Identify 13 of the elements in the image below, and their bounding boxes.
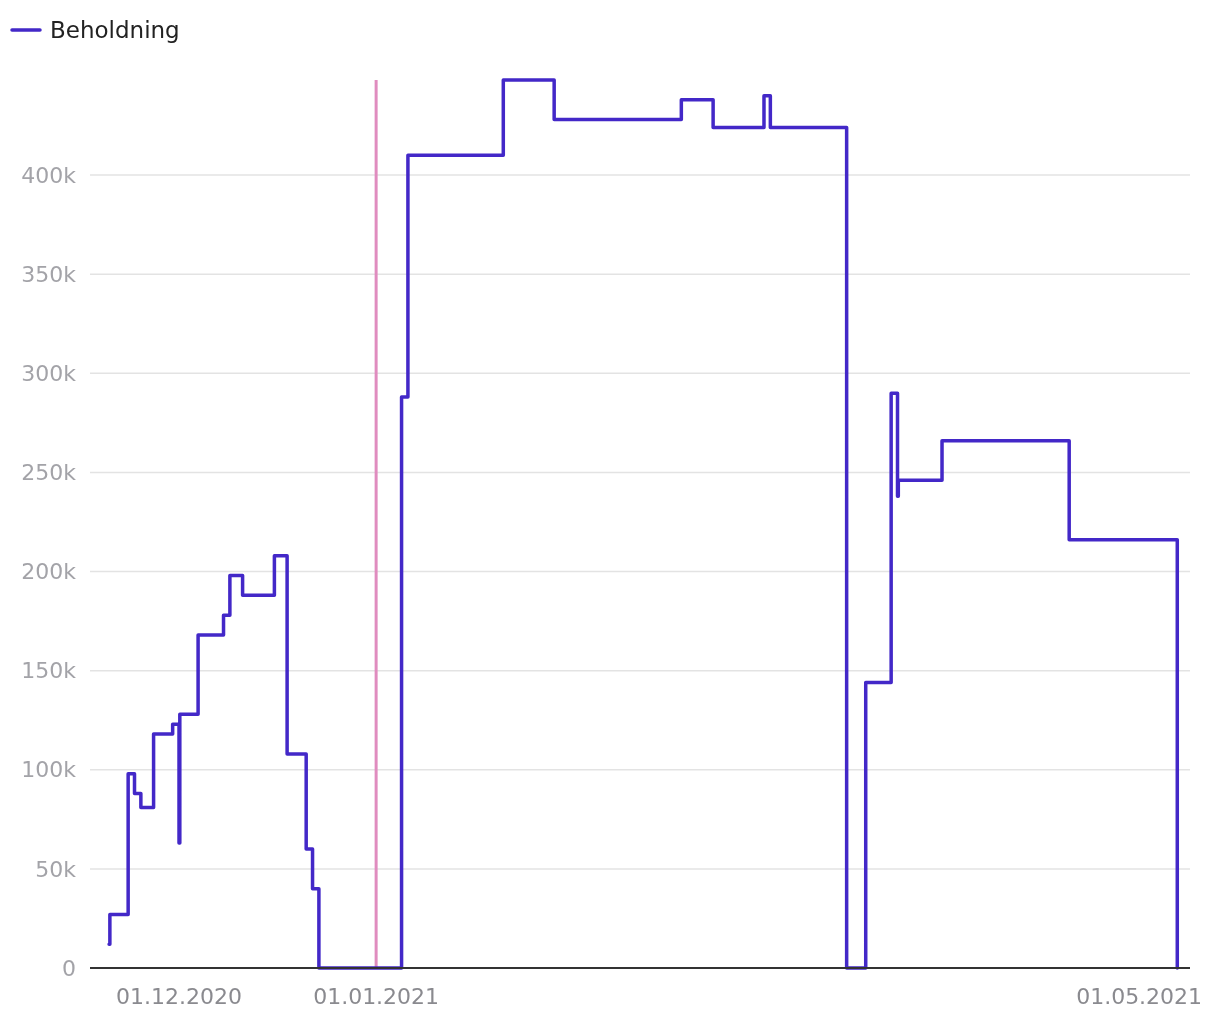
y-tick-label: 0 <box>62 955 76 981</box>
x-tick-label: 01.01.2021 <box>313 984 440 1009</box>
y-tick-label: 200k <box>21 559 77 585</box>
legend-label: Beholdning <box>50 17 180 44</box>
y-tick-label: 150k <box>21 658 77 684</box>
x-tick-label: 01.05.2021 <box>1076 984 1203 1009</box>
y-tick-label: 100k <box>21 757 77 783</box>
y-tick-label: 400k <box>21 162 77 188</box>
y-tick-label: 350k <box>21 261 77 287</box>
y-tick-label: 250k <box>21 460 77 486</box>
y-tick-label: 300k <box>21 361 77 387</box>
x-tick-label: 01.12.2020 <box>116 984 242 1009</box>
y-tick-label: 50k <box>35 856 77 882</box>
